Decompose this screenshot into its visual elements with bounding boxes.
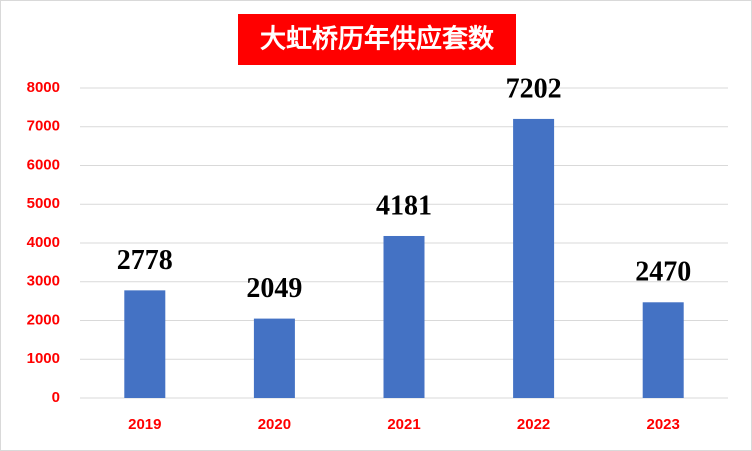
y-tick-label: 0 xyxy=(52,389,60,406)
bar xyxy=(124,290,166,398)
y-tick-label: 4000 xyxy=(27,234,60,251)
x-tick-label: 2021 xyxy=(387,416,420,433)
y-tick-label: 1000 xyxy=(27,350,60,367)
value-label: 2470 xyxy=(635,257,691,288)
y-tick-label: 6000 xyxy=(27,156,60,173)
value-label: 7202 xyxy=(506,73,562,104)
y-tick-label: 5000 xyxy=(27,195,60,212)
value-label: 2778 xyxy=(117,245,173,276)
bar xyxy=(642,302,684,398)
x-tick-label: 2019 xyxy=(128,416,161,433)
bar xyxy=(513,118,555,399)
bar xyxy=(253,318,295,398)
bar xyxy=(383,235,425,398)
value-label: 2049 xyxy=(246,273,302,304)
value-label: 4181 xyxy=(376,190,432,221)
x-tick-label: 2023 xyxy=(647,416,680,433)
y-tick-label: 3000 xyxy=(27,273,60,290)
x-tick-label: 2022 xyxy=(517,416,550,433)
x-tick-label: 2020 xyxy=(258,416,291,433)
chart-title: 大虹桥历年供应套数 xyxy=(260,24,495,55)
y-tick-label: 7000 xyxy=(27,118,60,135)
y-tick-label: 8000 xyxy=(27,79,60,96)
title-box xyxy=(238,14,516,65)
y-tick-label: 2000 xyxy=(27,311,60,328)
